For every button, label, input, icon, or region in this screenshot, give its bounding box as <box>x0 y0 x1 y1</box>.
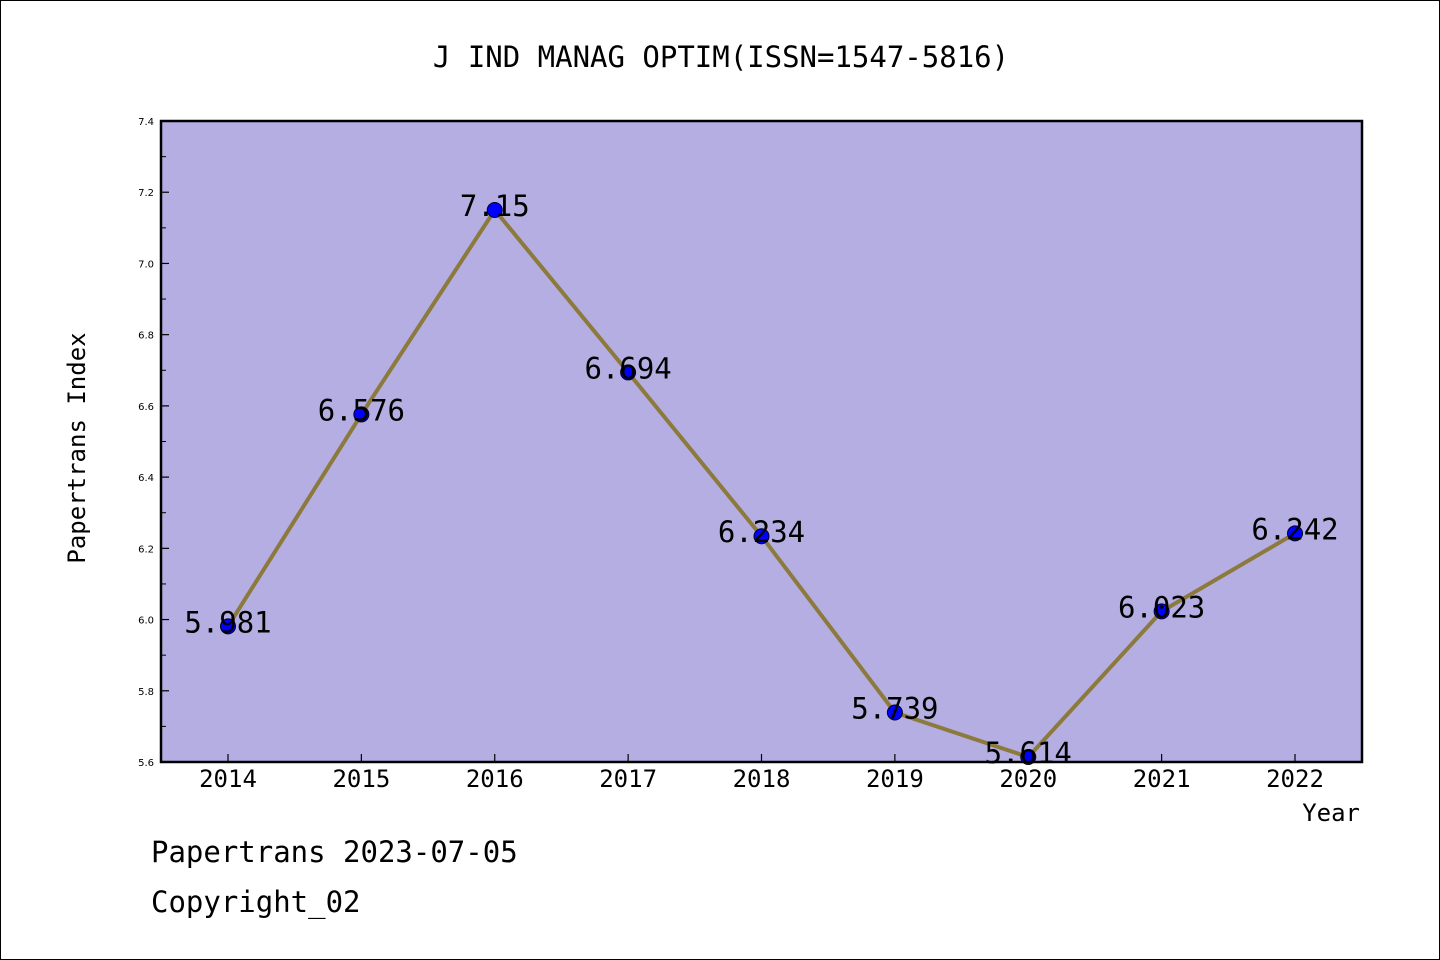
x-tick-label: 2022 <box>1266 765 1324 793</box>
plot-area <box>161 121 1362 762</box>
data-labels: 5.981 6.576 7.15 6.694 6.234 5.739 5.614 6.023 6… <box>184 189 1338 770</box>
data-label: 6.576 <box>318 393 405 427</box>
y-tick-label: 6.8 <box>138 331 154 342</box>
data-label: 6.242 <box>1251 512 1338 546</box>
x-axis: 2014 2015 2016 2017 2018 2019 2020 2021 2022 <box>199 754 1324 793</box>
x-axis-label: Year <box>1302 799 1360 827</box>
y-tick-label: 6.4 <box>138 473 154 484</box>
footer-date: Papertrans 2023-07-05 <box>151 835 518 869</box>
y-axis: 5.6 5.8 6.0 6.2 6.4 6.6 6.8 7.0 7.2 7.4 <box>138 117 169 769</box>
y-axis-label: Papertrans Index <box>63 332 91 563</box>
x-tick-label: 2017 <box>599 765 657 793</box>
data-label: 5.981 <box>184 605 271 639</box>
y-tick-label: 6.0 <box>138 616 154 627</box>
data-label: 5.739 <box>851 692 938 726</box>
x-tick-label: 2015 <box>332 765 390 793</box>
data-label: 6.023 <box>1118 590 1205 624</box>
plot-frame <box>159 119 1364 764</box>
data-label: 6.694 <box>584 351 671 385</box>
x-tick-label: 2020 <box>999 765 1057 793</box>
data-point-marker <box>353 406 370 423</box>
footer-copyright: Copyright_02 <box>151 885 361 919</box>
data-point-marker <box>620 364 637 381</box>
x-tick-label: 2021 <box>1133 765 1191 793</box>
data-label: 6.234 <box>718 515 805 549</box>
data-point-marker <box>886 704 903 721</box>
data-label: 7.15 <box>460 189 530 223</box>
y-tick-label: 7.0 <box>138 259 154 270</box>
y-tick-label: 6.2 <box>138 544 154 555</box>
y-tick-label: 7.2 <box>138 188 154 199</box>
x-tick-label: 2018 <box>733 765 791 793</box>
data-points <box>220 202 1303 766</box>
y-tick-label: 5.8 <box>138 687 154 698</box>
data-point-marker <box>486 202 503 219</box>
data-point-marker <box>1153 603 1170 620</box>
y-tick-label: 7.4 <box>138 117 154 128</box>
y-tick-label: 5.6 <box>138 758 154 769</box>
data-point-marker <box>1287 525 1303 542</box>
x-tick-label: 2014 <box>199 765 257 793</box>
y-tick-label: 6.6 <box>138 402 154 413</box>
chart-title: J IND MANAG OPTIM(ISSN=1547-5816) <box>433 40 1009 74</box>
data-label: 5.614 <box>985 736 1072 770</box>
x-tick-label: 2019 <box>866 765 924 793</box>
data-point-marker <box>220 618 236 635</box>
data-point-marker <box>753 528 770 545</box>
x-tick-label: 2016 <box>466 765 524 793</box>
